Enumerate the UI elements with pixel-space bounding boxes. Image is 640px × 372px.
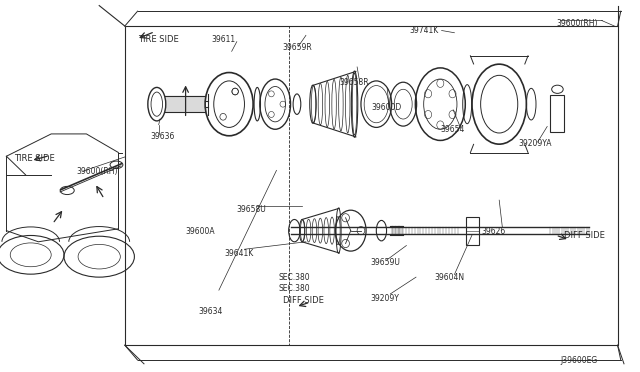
Text: 39659U: 39659U	[370, 258, 400, 267]
Text: 39611: 39611	[211, 35, 236, 44]
Text: 39600(RH): 39600(RH)	[77, 167, 118, 176]
Bar	[466, 217, 479, 245]
Text: 39654: 39654	[440, 125, 465, 134]
Text: 39636: 39636	[150, 132, 175, 141]
Text: J39600EG: J39600EG	[560, 356, 597, 365]
Bar	[125, 26, 618, 345]
Text: SEC.380: SEC.380	[278, 273, 310, 282]
Text: DIFF SIDE: DIFF SIDE	[283, 296, 324, 305]
Text: TIRE SIDE: TIRE SIDE	[14, 154, 55, 163]
Text: 39600A: 39600A	[186, 227, 215, 236]
Text: 39658U: 39658U	[237, 205, 266, 214]
Text: 39209YA: 39209YA	[518, 139, 552, 148]
Bar	[550, 95, 564, 132]
Text: 39209Y: 39209Y	[370, 294, 399, 303]
Text: 39600D: 39600D	[371, 103, 401, 112]
Text: SEC.380: SEC.380	[278, 284, 310, 293]
Text: 39600(RH): 39600(RH)	[557, 19, 598, 28]
Text: 39659R: 39659R	[283, 43, 312, 52]
Text: 39604N: 39604N	[434, 273, 464, 282]
Text: 39634: 39634	[198, 307, 223, 316]
Text: 39741K: 39741K	[410, 26, 439, 35]
Bar	[289, 26, 618, 345]
Text: 39641K: 39641K	[224, 249, 253, 258]
Text: DIFF SIDE: DIFF SIDE	[564, 231, 605, 240]
Text: 39626: 39626	[481, 227, 506, 236]
Text: 39658R: 39658R	[339, 78, 369, 87]
Text: TIRE SIDE: TIRE SIDE	[138, 35, 179, 44]
